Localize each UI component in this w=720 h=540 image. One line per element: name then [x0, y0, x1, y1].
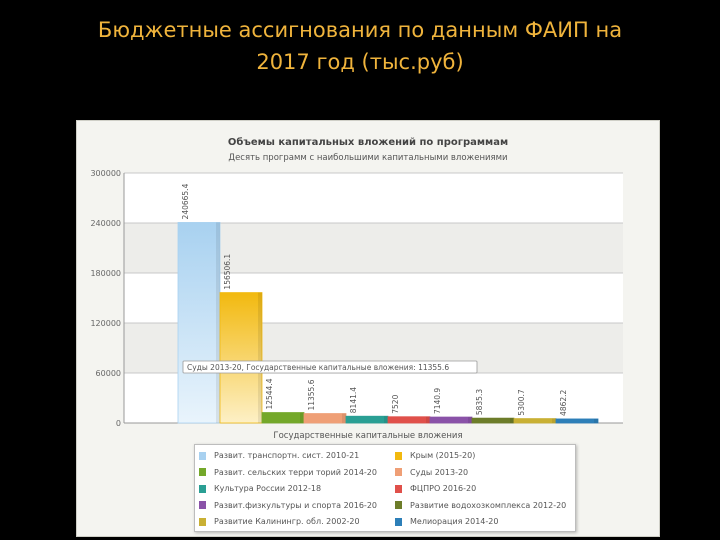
bar-4: [303, 413, 347, 424]
legend-label: ФЦПРО 2016-20: [410, 484, 477, 493]
legend-swatch-icon: [199, 468, 206, 476]
bar-value-label: 4862.2: [559, 389, 568, 415]
chart-subtitle: Десять программ с наибольшими капитальны…: [228, 153, 507, 163]
bar-3: [261, 412, 305, 424]
legend-swatch-icon: [395, 451, 402, 460]
legend-item[interactable]: Мелиорация 2014-20: [395, 513, 498, 530]
bar-9: [513, 418, 557, 424]
y-tick-label: 60000: [96, 369, 121, 378]
bar-5: [345, 415, 389, 424]
bar-value-label: 156506.1: [223, 254, 232, 290]
bar-value-label: 12544.4: [265, 378, 274, 409]
bar-value-label: 8141.4: [349, 387, 358, 413]
legend-swatch-icon: [395, 468, 402, 476]
bar-shade: [426, 416, 430, 423]
legend-item[interactable]: Развитие Калинингр. обл. 2002-20: [199, 513, 360, 530]
chart-tooltip: Суды 2013-20, Государственные капитальны…: [182, 360, 478, 374]
bar-value-label: 7520: [391, 394, 400, 413]
bar-shade: [510, 418, 514, 423]
y-tick-label: 120000: [90, 319, 121, 328]
y-tick-label: 0: [116, 419, 121, 428]
bar-chart: 0 60000 120000 180000 240000 300000 Объемы кап…: [90, 136, 623, 441]
legend-swatch-icon: [199, 484, 206, 493]
bar-8: [471, 417, 515, 424]
bar-value-label: 11355.6: [307, 379, 316, 410]
chart-legend: Развит. транспортн. сист. 2010-21 Крым (2…: [194, 444, 576, 532]
legend-label: Развитие Калинингр. обл. 2002-20: [214, 517, 360, 526]
y-tick-label: 240000: [90, 219, 121, 228]
bar-value-label: 5835.3: [475, 389, 484, 415]
legend-item[interactable]: ФЦПРО 2016-20: [395, 480, 476, 497]
bar-shade: [594, 418, 598, 423]
bar-shade: [468, 417, 472, 423]
bar-shade: [342, 413, 346, 423]
chart-panel: 0 60000 120000 180000 240000 300000 Объемы кап…: [76, 120, 660, 537]
bar-shade: [216, 222, 220, 423]
x-axis-label: Государственные капитальные вложения: [273, 431, 462, 441]
slide-title: Бюджетные ассигнования по данным ФАИП на…: [0, 14, 720, 78]
legend-swatch-icon: [395, 501, 402, 509]
bar-shade: [552, 418, 556, 423]
bar-10: [555, 418, 599, 424]
legend-swatch-icon: [199, 517, 206, 526]
bar-shade: [384, 416, 388, 423]
legend-label: Культура России 2012-18: [214, 484, 322, 493]
legend-label: Развит. сельских терри торий 2014-20: [214, 467, 377, 477]
bar-1: [177, 222, 221, 424]
legend-item[interactable]: Развит.физкультуры и спорта 2016-20: [199, 497, 377, 514]
legend-swatch-icon: [395, 484, 402, 493]
legend-item[interactable]: Культура России 2012-18: [199, 480, 321, 497]
chart-title: Объемы капитальных вложений по программа…: [228, 136, 508, 148]
bar-shade: [300, 412, 304, 423]
legend-item[interactable]: Развит. сельских терри торий 2014-20: [199, 464, 377, 481]
y-tick-label: 180000: [90, 269, 121, 278]
bar-value-label: 7140.9: [433, 388, 442, 414]
bar-value-label: 5300.7: [517, 389, 526, 415]
bar-2: [219, 292, 263, 424]
legend-item[interactable]: Развит. транспортн. сист. 2010-21: [199, 447, 359, 464]
bar-shade: [258, 292, 262, 423]
legend-item[interactable]: Суды 2013-20: [395, 464, 468, 481]
legend-label: Развитие водохозкомплекса 2012-20: [410, 500, 567, 510]
tooltip-box: [182, 360, 478, 374]
legend-swatch-icon: [199, 451, 206, 460]
tooltip-text: Суды 2013-20, Государственные капитальны…: [187, 363, 449, 372]
legend-item[interactable]: Развитие водохозкомплекса 2012-20: [395, 497, 566, 514]
bar-6: [387, 416, 431, 424]
legend-swatch-icon: [199, 501, 206, 509]
slide-title-line-1: Бюджетные ассигнования по данным ФАИП на: [97, 18, 623, 42]
legend-label: Суды 2013-20: [410, 467, 469, 477]
legend-swatch-icon: [395, 517, 402, 526]
legend-label: Развит.физкультуры и спорта 2016-20: [214, 500, 377, 510]
legend-item[interactable]: Крым (2015-20): [395, 447, 475, 464]
bar-value-label: 240665.4: [181, 183, 190, 219]
legend-label: Мелиорация 2014-20: [410, 517, 499, 526]
bar-7: [429, 416, 473, 424]
legend-label: Крым (2015-20): [410, 451, 476, 460]
y-tick-label: 300000: [90, 169, 121, 178]
legend-label: Развит. транспортн. сист. 2010-21: [214, 451, 360, 460]
slide-title-line-2: 2017 год (тыс.руб): [256, 50, 464, 74]
